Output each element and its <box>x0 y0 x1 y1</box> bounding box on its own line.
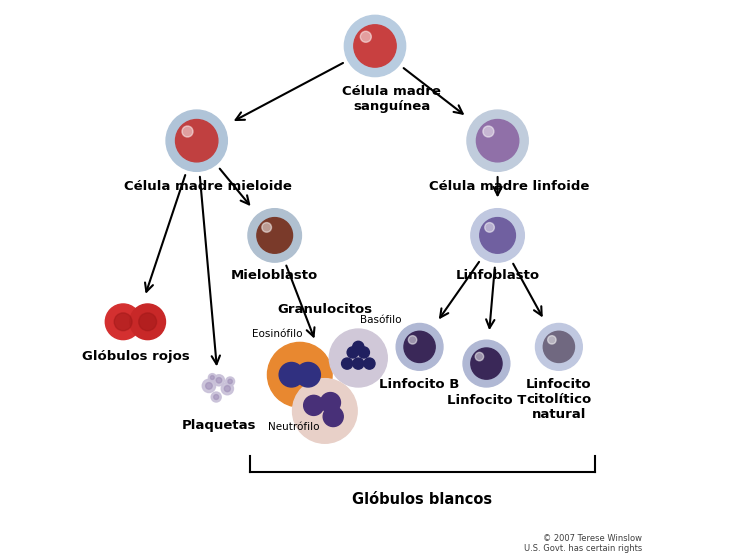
Text: Glóbulos rojos: Glóbulos rojos <box>82 349 189 363</box>
Text: Granulocitos: Granulocitos <box>278 303 373 316</box>
Circle shape <box>352 358 364 369</box>
Circle shape <box>130 304 166 339</box>
Circle shape <box>210 376 214 380</box>
Text: Linfocito T: Linfocito T <box>447 394 526 407</box>
Circle shape <box>476 119 519 162</box>
Circle shape <box>543 332 574 362</box>
Text: Célula madre mieloide: Célula madre mieloide <box>124 180 292 193</box>
Circle shape <box>323 407 344 427</box>
Circle shape <box>354 25 396 67</box>
Circle shape <box>248 209 302 262</box>
Circle shape <box>484 222 494 232</box>
Circle shape <box>304 395 324 416</box>
Circle shape <box>347 347 358 358</box>
Circle shape <box>105 304 141 339</box>
Circle shape <box>480 218 515 253</box>
Circle shape <box>404 332 435 362</box>
Circle shape <box>358 347 370 358</box>
Circle shape <box>364 358 375 369</box>
Circle shape <box>279 362 304 387</box>
Circle shape <box>471 348 502 379</box>
Circle shape <box>221 382 233 395</box>
Circle shape <box>341 358 352 369</box>
Circle shape <box>329 329 387 387</box>
Text: Eosinófilo: Eosinófilo <box>252 329 303 338</box>
Text: Linfocito B: Linfocito B <box>380 377 460 390</box>
Circle shape <box>471 209 524 262</box>
Text: Basófilo: Basófilo <box>360 315 401 325</box>
Text: Glóbulos blancos: Glóbulos blancos <box>352 492 493 507</box>
Text: Linfocito
citolítico
natural: Linfocito citolítico natural <box>526 377 592 421</box>
Circle shape <box>292 379 357 444</box>
Circle shape <box>216 377 222 383</box>
Text: Célula madre
sanguínea: Célula madre sanguínea <box>342 85 441 113</box>
Circle shape <box>467 110 528 171</box>
Circle shape <box>344 15 406 77</box>
Circle shape <box>139 313 157 331</box>
Text: Plaquetas: Plaquetas <box>182 419 256 432</box>
Circle shape <box>463 340 510 387</box>
Circle shape <box>166 110 227 171</box>
Circle shape <box>548 335 556 344</box>
Circle shape <box>268 342 332 407</box>
Circle shape <box>396 324 443 370</box>
Circle shape <box>176 119 217 162</box>
Circle shape <box>224 386 230 392</box>
Circle shape <box>296 362 320 387</box>
Text: © 2007 Terese Winslow
U.S. Govt. has certain rights: © 2007 Terese Winslow U.S. Govt. has cer… <box>524 534 643 553</box>
Circle shape <box>352 341 364 352</box>
Circle shape <box>476 352 484 361</box>
Circle shape <box>483 126 494 137</box>
Circle shape <box>202 379 216 393</box>
Circle shape <box>206 382 212 389</box>
Circle shape <box>360 31 371 43</box>
Circle shape <box>536 324 582 370</box>
Circle shape <box>182 126 193 137</box>
Text: Mieloblasto: Mieloblasto <box>231 269 318 282</box>
Text: Linfoblasto: Linfoblasto <box>455 269 540 282</box>
Circle shape <box>211 392 221 402</box>
Text: Célula madre linfoide: Célula madre linfoide <box>428 180 589 193</box>
Circle shape <box>228 379 232 384</box>
Circle shape <box>256 218 292 253</box>
Circle shape <box>408 335 417 344</box>
Circle shape <box>226 377 235 386</box>
Circle shape <box>214 394 219 399</box>
Text: Neutrófilo: Neutrófilo <box>268 422 320 432</box>
Circle shape <box>114 313 132 331</box>
Circle shape <box>214 375 224 386</box>
Circle shape <box>262 222 272 232</box>
Circle shape <box>320 393 340 413</box>
Circle shape <box>209 374 216 381</box>
